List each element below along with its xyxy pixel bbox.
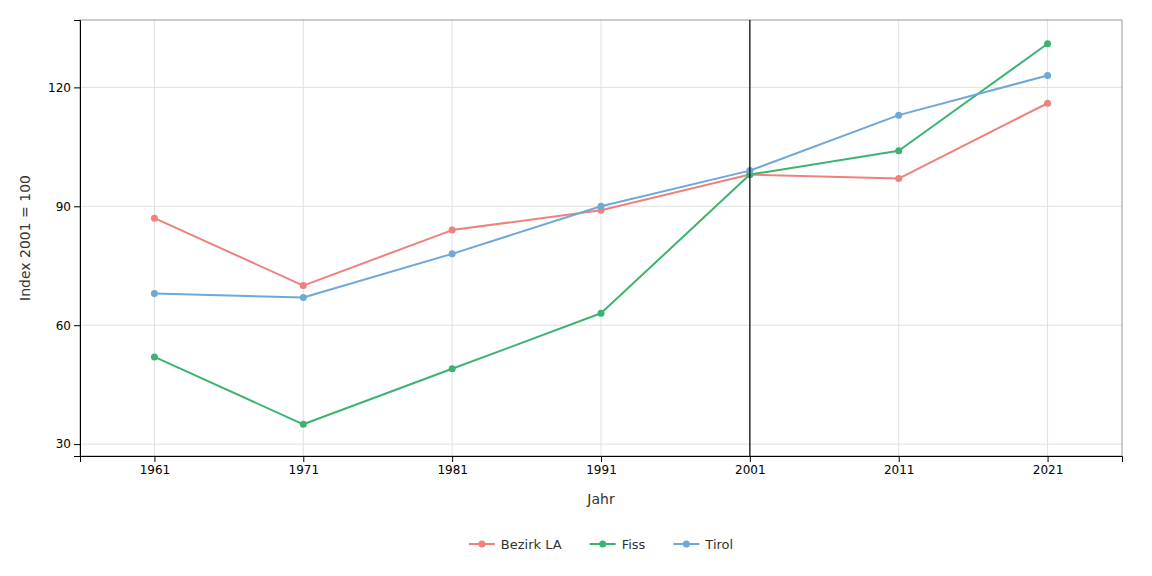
point: [598, 310, 605, 317]
legend-item: Tirol: [673, 537, 733, 552]
legend-label: Fiss: [622, 537, 646, 552]
tick: 2001: [735, 456, 766, 477]
tick-mark: [74, 206, 80, 207]
point: [449, 365, 456, 372]
tick-mark: [74, 325, 80, 326]
line: [154, 75, 1047, 297]
legend-marker: [683, 541, 690, 548]
reference-line: [749, 20, 750, 456]
grid-line-x: [898, 20, 899, 456]
plot-frame: [80, 20, 1122, 456]
tick-label: 2011: [884, 463, 915, 477]
legend-label: Bezirk LA: [501, 537, 562, 552]
tick: 2021: [1033, 456, 1064, 477]
grid-line-y: [80, 87, 1122, 88]
point: [449, 227, 456, 234]
tick: 120: [48, 81, 80, 95]
point: [151, 290, 158, 297]
point: [1044, 100, 1051, 107]
tick-mark: [303, 456, 304, 462]
tick-label: 1991: [586, 463, 617, 477]
series: [151, 40, 1051, 428]
grid-line-x: [154, 20, 155, 456]
series: [151, 72, 1051, 301]
tick: 30: [56, 437, 80, 451]
grid-line-y: [80, 444, 1122, 445]
tick: 60: [56, 319, 80, 333]
axis-line: [81, 457, 1123, 463]
tick: 1971: [289, 456, 320, 477]
tick: 2011: [884, 456, 915, 477]
legend-label: Tirol: [704, 537, 733, 552]
tick-mark: [74, 87, 80, 88]
tick-mark: [750, 456, 751, 462]
point: [895, 175, 902, 182]
y-axis: 30 60 90 120: [48, 21, 80, 457]
point: [300, 294, 307, 301]
tick-mark: [899, 456, 900, 462]
tick-label: 1971: [289, 463, 320, 477]
legend-marker: [599, 541, 606, 548]
point: [449, 250, 456, 257]
tick-mark: [154, 456, 155, 462]
grid-line-x: [601, 20, 602, 456]
tick: 1991: [586, 456, 617, 477]
y-axis-title: Index 2001 = 100: [17, 175, 33, 301]
tick: 1981: [437, 456, 468, 477]
legend-marker: [478, 541, 485, 548]
point: [895, 147, 902, 154]
grid-line-x: [303, 20, 304, 456]
point: [300, 421, 307, 428]
point: [895, 112, 902, 119]
series: [151, 100, 1051, 289]
line: [154, 103, 1047, 285]
grid-line-x: [452, 20, 453, 456]
tick-label: 2001: [735, 463, 766, 477]
tick-mark: [452, 456, 453, 462]
axis-line: [74, 21, 81, 457]
grid-line-x: [1047, 20, 1048, 456]
tick: 90: [56, 200, 80, 214]
legend: Bezirk LA Fiss Tirol: [469, 537, 733, 552]
tick-mark: [1048, 456, 1049, 462]
tick-mark: [74, 444, 80, 445]
grid-line-x: [749, 20, 750, 456]
grid-line-y: [80, 325, 1122, 326]
point: [1044, 40, 1051, 47]
point: [151, 215, 158, 222]
tick-label: 1961: [140, 463, 171, 477]
chart: 1961 1971 1981 1991 2001 2011 2021 30 60 90 120 Jah…: [0, 0, 1152, 576]
plot: 1961 1971 1981 1991 2001 2011 2021 30 60 90 120: [48, 20, 1122, 477]
tick-label: 1981: [437, 463, 468, 477]
tick: 1961: [140, 456, 171, 477]
tick-label: 120: [48, 81, 71, 95]
legend-item: Fiss: [590, 537, 646, 552]
line: [154, 44, 1047, 425]
point: [598, 203, 605, 210]
legend-item: Bezirk LA: [469, 537, 562, 552]
point: [1044, 72, 1051, 79]
tick-label: 2021: [1033, 463, 1064, 477]
x-axis-title: Jahr: [586, 491, 615, 507]
x-axis: 1961 1971 1981 1991 2001 2011 2021: [81, 456, 1123, 477]
point: [300, 282, 307, 289]
tick-mark: [601, 456, 602, 462]
tick-label: 30: [56, 437, 71, 451]
tick-label: 90: [56, 200, 71, 214]
marks: [151, 20, 1051, 456]
point: [151, 353, 158, 360]
tick-label: 60: [56, 319, 71, 333]
grid: [80, 20, 1122, 456]
